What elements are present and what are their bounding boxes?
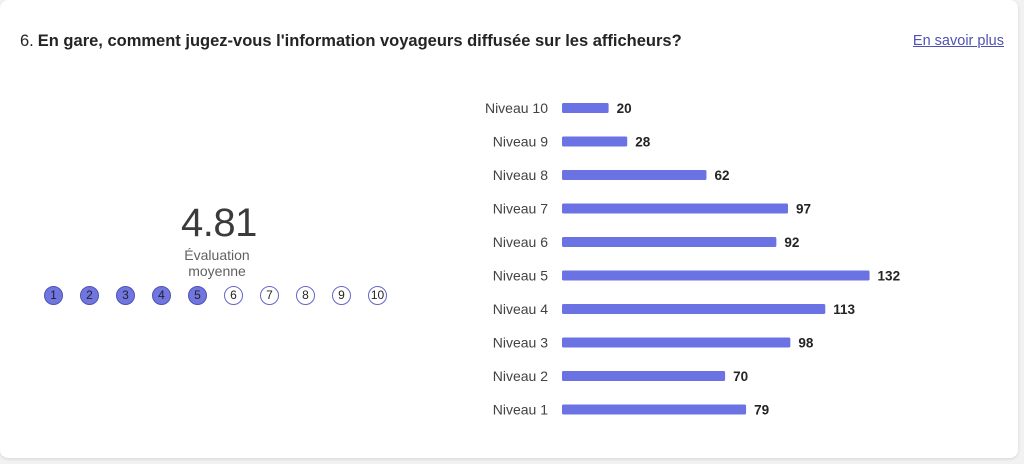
bar-value-label: 113 [833, 302, 855, 317]
bar [562, 203, 789, 214]
bar [562, 170, 707, 180]
category-label: Niveau 10 [485, 100, 548, 116]
bar-value-label: 97 [796, 202, 811, 217]
bar-value-label: 20 [617, 101, 632, 116]
bar [562, 371, 726, 381]
category-label: Niveau 8 [493, 167, 548, 183]
scale-point-8: 8 [296, 286, 315, 305]
category-label: Niveau 2 [493, 368, 548, 384]
bar-value-label: 79 [754, 403, 769, 418]
scale-point-7: 7 [260, 286, 279, 305]
bar [562, 237, 777, 247]
bar-value-label: 70 [733, 369, 748, 384]
average-value: 4.81 [181, 201, 257, 245]
scale-point-6: 6 [224, 286, 243, 305]
bar [562, 337, 791, 348]
bar [562, 136, 628, 147]
category-label: Niveau 3 [493, 335, 548, 351]
bar-value-label: 92 [784, 235, 799, 250]
scale-point-3: 3 [116, 286, 135, 305]
average-rating: 4.81 Évaluation moyenne [181, 200, 257, 279]
bar-value-label: 98 [798, 336, 814, 351]
bar-value-label: 132 [878, 269, 901, 284]
bar [562, 304, 826, 314]
scale-point-1: 1 [44, 286, 63, 305]
scale-point-2: 2 [80, 286, 99, 305]
bar [562, 103, 609, 113]
category-label: Niveau 7 [493, 201, 548, 217]
question-text: En gare, comment jugez-vous l'informatio… [37, 32, 682, 50]
bar-value-label: 62 [714, 168, 729, 183]
question-title: 6. En gare, comment jugez-vous l'informat… [20, 31, 682, 51]
scale-point-5: 5 [188, 286, 207, 305]
scale-point-9: 9 [332, 286, 351, 305]
scale-point-10: 10 [368, 286, 387, 305]
category-label: Niveau 1 [493, 402, 548, 418]
bar-value-label: 28 [635, 135, 651, 150]
question-number: 6. [20, 32, 34, 50]
category-label: Niveau 6 [493, 234, 548, 250]
category-label: Niveau 9 [493, 134, 548, 150]
category-label: Niveau 4 [493, 301, 548, 317]
bar [562, 270, 870, 281]
scale-point-4: 4 [152, 286, 171, 305]
bar [562, 404, 747, 415]
learn-more-link[interactable]: En savoir plus [912, 33, 1004, 49]
average-label: Évaluation moyenne [184, 247, 250, 279]
category-label: Niveau 5 [493, 268, 548, 284]
